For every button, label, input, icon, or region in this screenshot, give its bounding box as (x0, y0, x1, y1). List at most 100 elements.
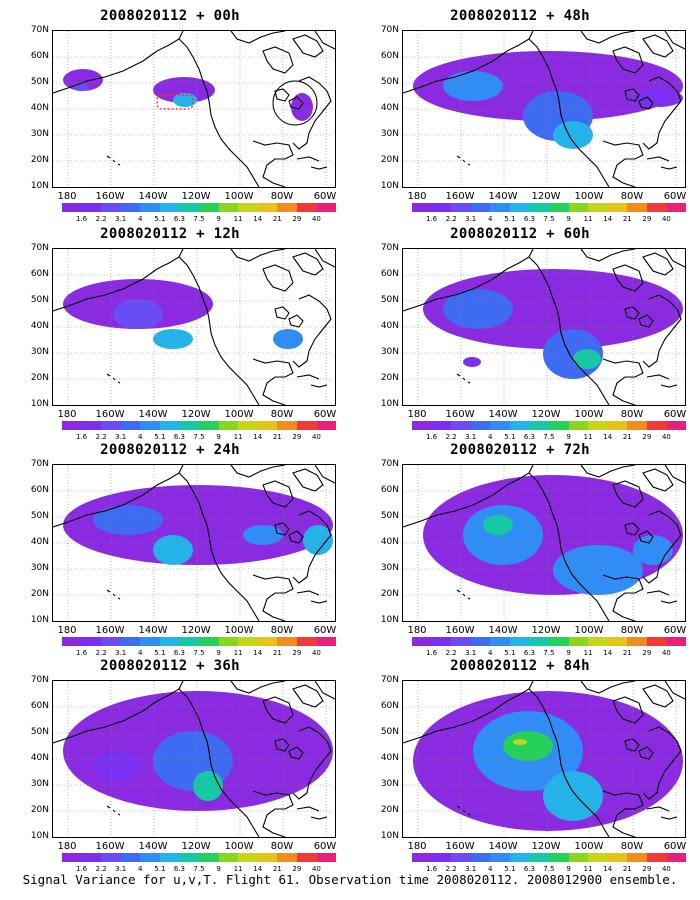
colorbar-swatch (412, 421, 432, 430)
coastline (528, 472, 610, 621)
variance-contour (423, 269, 683, 349)
colorbar-swatch (529, 203, 550, 212)
colorbar-swatch (509, 203, 530, 212)
map-area (52, 464, 336, 622)
coastline (314, 31, 335, 50)
colorbar-label: 6.3 (523, 433, 535, 441)
figure-caption: Signal Variance for u,v,T. Flight 61. Ob… (22, 872, 678, 887)
coastline (580, 249, 636, 262)
colorbar-label: 4 (488, 215, 493, 223)
coastline (638, 530, 654, 544)
colorbar-swatch (529, 853, 550, 862)
latitude-label: 30N (380, 779, 399, 789)
colorbar-label: 21 (622, 649, 632, 657)
longitude-label: 140W (138, 625, 168, 636)
coastline (456, 155, 461, 159)
latitude-label: 40N (30, 321, 49, 331)
colorbar-label: 14 (253, 865, 263, 873)
colorbar-swatch (316, 637, 337, 646)
colorbar-swatch (101, 637, 121, 646)
colorbar-label: 5.1 (504, 649, 516, 657)
colorbar-swatch (159, 637, 180, 646)
colorbar-label: 40 (311, 215, 321, 223)
longitude-label: 100W (574, 409, 604, 420)
colorbar-swatch (218, 421, 239, 430)
colorbar-label: 4 (138, 649, 143, 657)
latitude-label: 20N (380, 155, 399, 165)
colorbar-label: 40 (311, 865, 321, 873)
panel-title: 2008020112 + 24h (100, 442, 240, 458)
latitude-label: 30N (380, 129, 399, 139)
colorbar-swatch (277, 203, 297, 212)
map-svg (403, 31, 685, 187)
colorbar-swatch (277, 421, 297, 430)
coastline (296, 374, 320, 380)
coastline (528, 38, 610, 187)
coastline (602, 574, 644, 621)
coastline (528, 256, 610, 405)
colorbar-swatch (179, 203, 200, 212)
colorbar-swatch (490, 853, 510, 862)
latitude-label: 30N (30, 129, 49, 139)
colorbar-label: 9 (566, 649, 571, 657)
colorbar-label: 11 (583, 433, 593, 441)
colorbar-swatch (431, 853, 452, 862)
colorbar-label: 5.1 (154, 865, 166, 873)
colorbar-label: 21 (272, 433, 282, 441)
longitude-label: 60W (313, 409, 337, 420)
variance-contour (463, 505, 543, 565)
colorbar-label: 2.2 (95, 649, 107, 657)
coastline (612, 480, 644, 508)
colorbar-label: 1.6 (75, 215, 88, 223)
variance-contour (113, 299, 163, 329)
longitude-label: 120W (181, 409, 211, 420)
longitude-label: 100W (224, 841, 254, 852)
colorbar-swatch (218, 853, 239, 862)
map-area (402, 30, 686, 188)
latitude-label: 10N (380, 181, 399, 191)
latitude-label: 70N (380, 243, 399, 253)
variance-contour (193, 771, 223, 801)
colorbar-label: 9 (566, 865, 571, 873)
map-panel: 2008020112 + 00h 70N 60N 50N 40N 30N 20N 10N 180… (20, 8, 337, 223)
colorbar (62, 203, 337, 212)
coastline (292, 726, 332, 800)
coastline (106, 589, 111, 593)
latitude-label: 70N (30, 25, 49, 35)
colorbar-label: 29 (292, 215, 302, 223)
coastline (638, 96, 654, 110)
colorbar-swatch (238, 203, 258, 212)
coastline (624, 88, 640, 102)
coastline (467, 381, 471, 384)
colorbar-swatch (666, 637, 687, 646)
colorbar-label: 29 (292, 649, 302, 657)
longitude-label: 100W (574, 191, 604, 202)
colorbar-label: 29 (292, 433, 302, 441)
variance-contour (93, 751, 143, 781)
latitude-label: 20N (30, 373, 49, 383)
coastline (638, 746, 654, 760)
panel-title: 2008020112 + 00h (100, 8, 240, 24)
colorbar-swatch (238, 853, 258, 862)
colorbar-swatch (451, 203, 471, 212)
panel-title: 2008020112 + 84h (450, 658, 590, 674)
longitude-label: 60W (663, 409, 687, 420)
longitude-label: 60W (663, 191, 687, 202)
longitude-label: 160W (445, 191, 475, 202)
coastline (467, 813, 471, 816)
coastline (252, 140, 294, 187)
coastline (106, 155, 111, 159)
colorbar-swatch (81, 421, 102, 430)
coastline (292, 294, 332, 368)
latitude-label: 50N (30, 77, 49, 87)
latitude-label: 10N (30, 399, 49, 409)
map-svg (53, 31, 335, 187)
colorbar-label: 14 (253, 649, 263, 657)
latitude-label: 50N (380, 295, 399, 305)
longitude-label: 100W (224, 409, 254, 420)
coastline (310, 600, 328, 604)
coastline (252, 790, 294, 837)
coastline (624, 522, 640, 536)
colorbar-swatch (218, 637, 239, 646)
coastline (262, 696, 294, 724)
